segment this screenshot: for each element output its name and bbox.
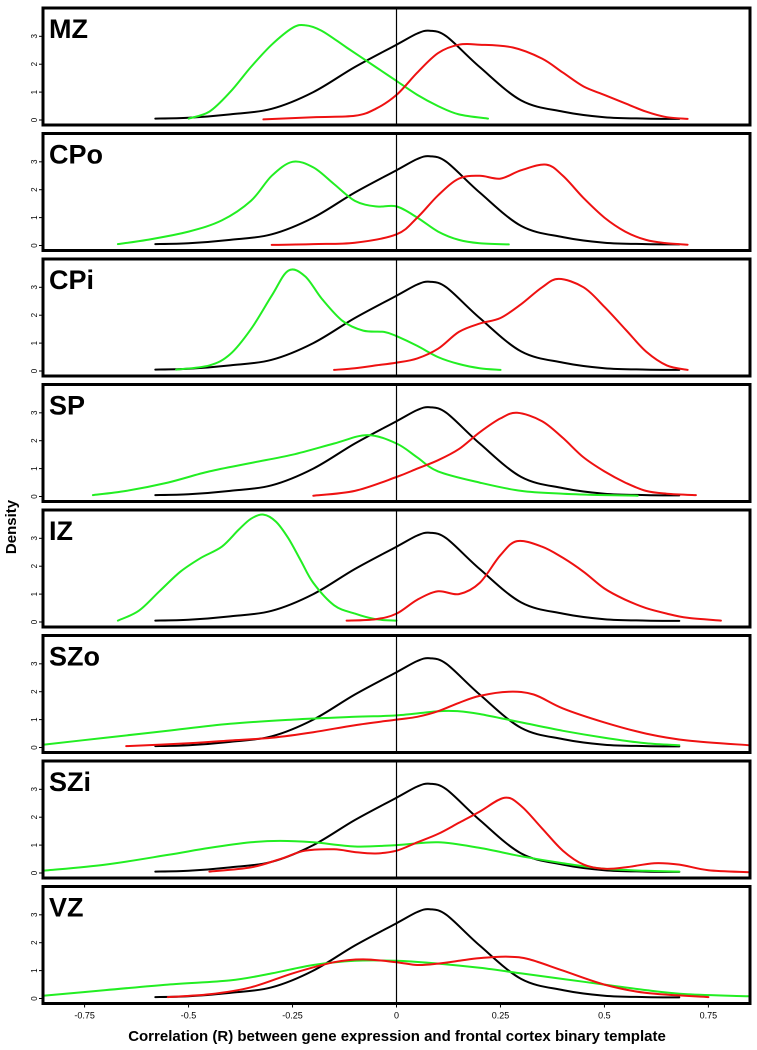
y-tick-label: 1 (30, 89, 39, 94)
x-tick-label: -0.25 (282, 1011, 303, 1021)
density-curve-black (154, 908, 681, 999)
y-tick-label: 0 (30, 243, 39, 248)
density-curve-green (187, 23, 489, 120)
y-tick-label: 3 (30, 536, 39, 541)
y-tick-label: 2 (30, 438, 39, 443)
density-curve-green (42, 839, 681, 873)
y-tick-label: 3 (30, 159, 39, 164)
panel-vz: 0 1 2 3 VZ (30, 885, 752, 1005)
y-tick-label: 3 (30, 787, 39, 792)
y-tick-label: 2 (30, 187, 39, 192)
panel-cpi: 0 1 2 3 CPi (30, 257, 752, 378)
y-tick-label: 1 (30, 215, 39, 220)
panel-label: SP (49, 391, 85, 421)
y-tick-label: 2 (30, 814, 39, 819)
panel-label: SZo (49, 642, 100, 672)
y-tick-label: 1 (30, 340, 39, 345)
y-tick-label: 2 (30, 689, 39, 694)
x-tick-label: 0.25 (492, 1011, 510, 1021)
y-tick-label: 3 (30, 912, 39, 917)
density-curve-red (345, 539, 722, 622)
panel-iz: 0 1 2 3 IZ (30, 508, 752, 629)
y-tick-label: 1 (30, 466, 39, 471)
y-tick-label: 0 (30, 494, 39, 499)
density-curve-black (154, 155, 681, 246)
density-curve-green (116, 160, 510, 246)
density-curve-black (154, 280, 681, 371)
panel-frame (41, 132, 752, 252)
density-curve-black (154, 657, 681, 748)
density-curve-black (154, 406, 681, 497)
y-tick-label: 0 (30, 996, 39, 1001)
y-axis-title: Density (3, 499, 20, 554)
density-curve-red (125, 690, 751, 748)
y-tick-label: 1 (30, 968, 39, 973)
density-curve-black (154, 531, 681, 622)
panel-szi: 0 1 2 3 SZi (30, 759, 752, 880)
x-axis-title: Correlation (R) between gene expression … (128, 1028, 666, 1045)
panel-label: SZi (49, 767, 91, 797)
density-curve-green (116, 513, 398, 622)
y-tick-label: 0 (30, 368, 39, 373)
density-curve-red (208, 796, 751, 874)
density-curve-green (42, 959, 751, 998)
panel-frame (41, 383, 752, 503)
panel-szo: 0 1 2 3 SZo (30, 634, 752, 754)
density-curve-black (154, 782, 681, 873)
panel-frame (41, 6, 752, 127)
density-curve-red (333, 277, 689, 371)
y-tick-label: 1 (30, 591, 39, 596)
x-tick-label: 0 (394, 1011, 399, 1021)
y-tick-label: 2 (30, 563, 39, 568)
x-tick-label: -0.75 (74, 1011, 95, 1021)
panel-label: IZ (49, 516, 73, 546)
y-tick-label: 1 (30, 842, 39, 847)
y-tick-label: 3 (30, 285, 39, 290)
x-tick-label: 0.75 (700, 1011, 718, 1021)
y-tick-label: 0 (30, 870, 39, 875)
density-curve-red (270, 163, 689, 246)
x-axis: -0.75 -0.5 -0.25 0 0.25 0.5 0.75 (74, 1003, 718, 1021)
density-curve-black (154, 29, 681, 120)
y-tick-label: 2 (30, 61, 39, 66)
density-curve-green (91, 434, 639, 497)
y-tick-label: 1 (30, 717, 39, 722)
density-curve-green (175, 268, 502, 371)
panel-label: MZ (49, 14, 88, 44)
y-tick-label: 0 (30, 117, 39, 122)
density-curve-red (166, 955, 710, 999)
panel-sp: 0 1 2 3 SP (30, 383, 752, 503)
panel-cpo: 0 1 2 3 CPo (30, 132, 752, 252)
panel-label: CPo (49, 140, 103, 170)
y-tick-label: 3 (30, 410, 39, 415)
y-tick-label: 3 (30, 661, 39, 666)
density-curve-red (262, 42, 689, 121)
y-tick-label: 2 (30, 312, 39, 317)
panel-frame (41, 759, 752, 880)
panel-frame (41, 508, 752, 629)
density-curve-red (312, 411, 697, 497)
x-tick-label: 0.5 (598, 1011, 611, 1021)
y-tick-label: 3 (30, 34, 39, 39)
panel-mz: 0 1 2 3 MZ (30, 6, 752, 127)
panel-label: VZ (49, 893, 84, 923)
y-tick-label: 0 (30, 745, 39, 750)
y-tick-label: 0 (30, 619, 39, 624)
panel-frame (41, 634, 752, 754)
panel-label: CPi (49, 265, 94, 295)
y-tick-label: 2 (30, 940, 39, 945)
panel-frame (41, 257, 752, 378)
x-tick-label: -0.5 (181, 1011, 197, 1021)
